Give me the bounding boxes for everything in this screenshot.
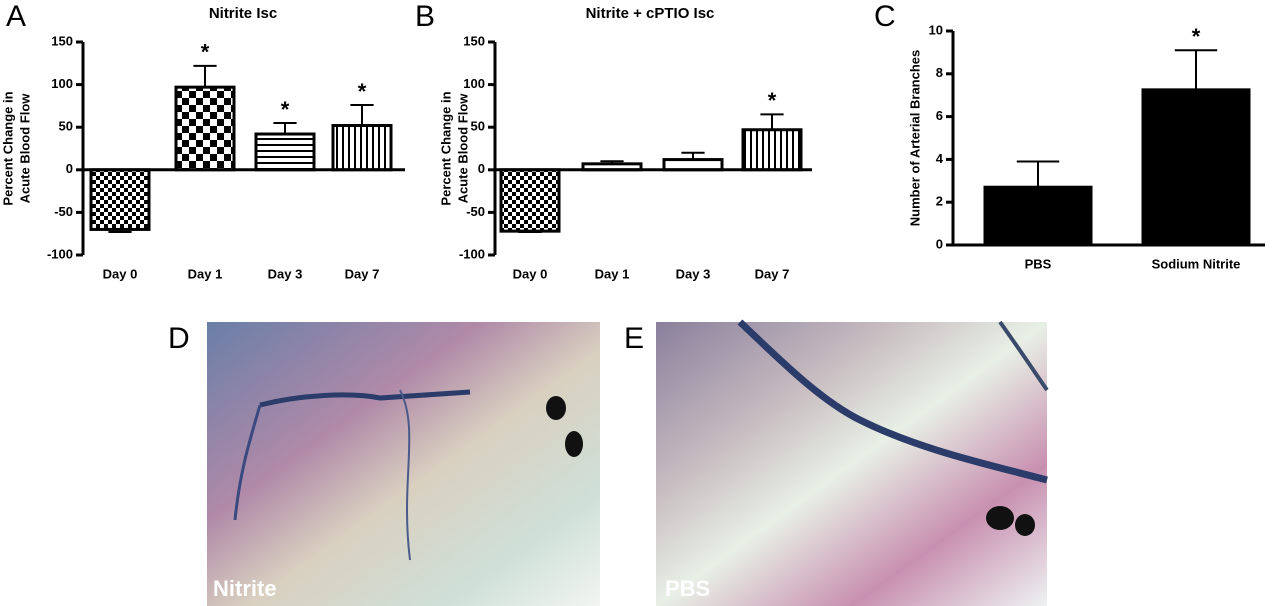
photo-e: [656, 319, 1049, 606]
y-tick-label: 100: [51, 76, 73, 91]
bar: [254, 132, 316, 172]
y-tick-label: -100: [459, 246, 485, 261]
y-axis-label: Percent Change in: [438, 91, 453, 205]
significance-mark: *: [201, 40, 210, 65]
y-tick-label: 50: [59, 119, 73, 134]
bar: [89, 168, 151, 231]
significance-mark: *: [358, 79, 367, 104]
y-tick-label: 0: [478, 161, 485, 176]
y-tick-label: 0: [66, 161, 73, 176]
x-tick-label: Day 3: [268, 266, 303, 281]
x-tick-label: Sodium Nitrite: [1152, 256, 1241, 271]
bar: [499, 168, 561, 233]
bar: [174, 85, 236, 172]
panel-letter: B: [415, 0, 435, 33]
y-tick-label: 10: [929, 22, 943, 37]
panel-letter: C: [874, 0, 896, 33]
x-tick-label: Day 0: [513, 266, 548, 281]
x-tick-label: Day 7: [755, 266, 790, 281]
y-tick-label: 150: [51, 33, 73, 48]
y-tick-label: 2: [936, 194, 943, 209]
y-axis-label: Number of Arterial Branches: [907, 50, 922, 227]
y-tick-label: -50: [466, 204, 485, 219]
bar: [331, 123, 393, 172]
chart-title: Nitrite + cPTIO Isc: [586, 5, 715, 22]
panel-letter: D: [168, 322, 190, 355]
bar: [741, 128, 803, 172]
panel-letter: A: [6, 0, 26, 33]
y-axis-label: Acute Blood Flow: [17, 93, 32, 204]
bar: [983, 185, 1093, 247]
y-tick-label: 150: [463, 33, 485, 48]
bar: [662, 158, 724, 172]
y-axis-label: Percent Change in: [0, 91, 15, 205]
y-tick-label: 0: [936, 236, 943, 251]
photo-label: Nitrite: [213, 576, 277, 601]
photo-label: PBS: [665, 576, 710, 601]
x-tick-label: Day 3: [676, 266, 711, 281]
photo-d: [207, 322, 600, 606]
y-tick-label: 6: [936, 108, 943, 123]
chart-title: Nitrite Isc: [209, 5, 277, 22]
y-tick-label: 8: [936, 65, 943, 80]
panel-letter: E: [624, 322, 644, 355]
y-tick-label: 50: [471, 119, 485, 134]
y-tick-label: -100: [47, 246, 73, 261]
significance-mark: *: [1192, 24, 1201, 49]
x-tick-label: Day 1: [188, 266, 223, 281]
x-tick-label: Day 0: [103, 266, 138, 281]
y-tick-label: -50: [54, 204, 73, 219]
y-axis-label: Acute Blood Flow: [455, 93, 470, 204]
bar: [1141, 88, 1251, 247]
significance-mark: *: [768, 88, 777, 113]
y-tick-label: 100: [463, 76, 485, 91]
x-tick-label: PBS: [1025, 256, 1052, 271]
x-tick-label: Day 1: [595, 266, 630, 281]
y-tick-label: 4: [936, 151, 944, 166]
x-tick-label: Day 7: [345, 266, 380, 281]
significance-mark: *: [281, 97, 290, 122]
